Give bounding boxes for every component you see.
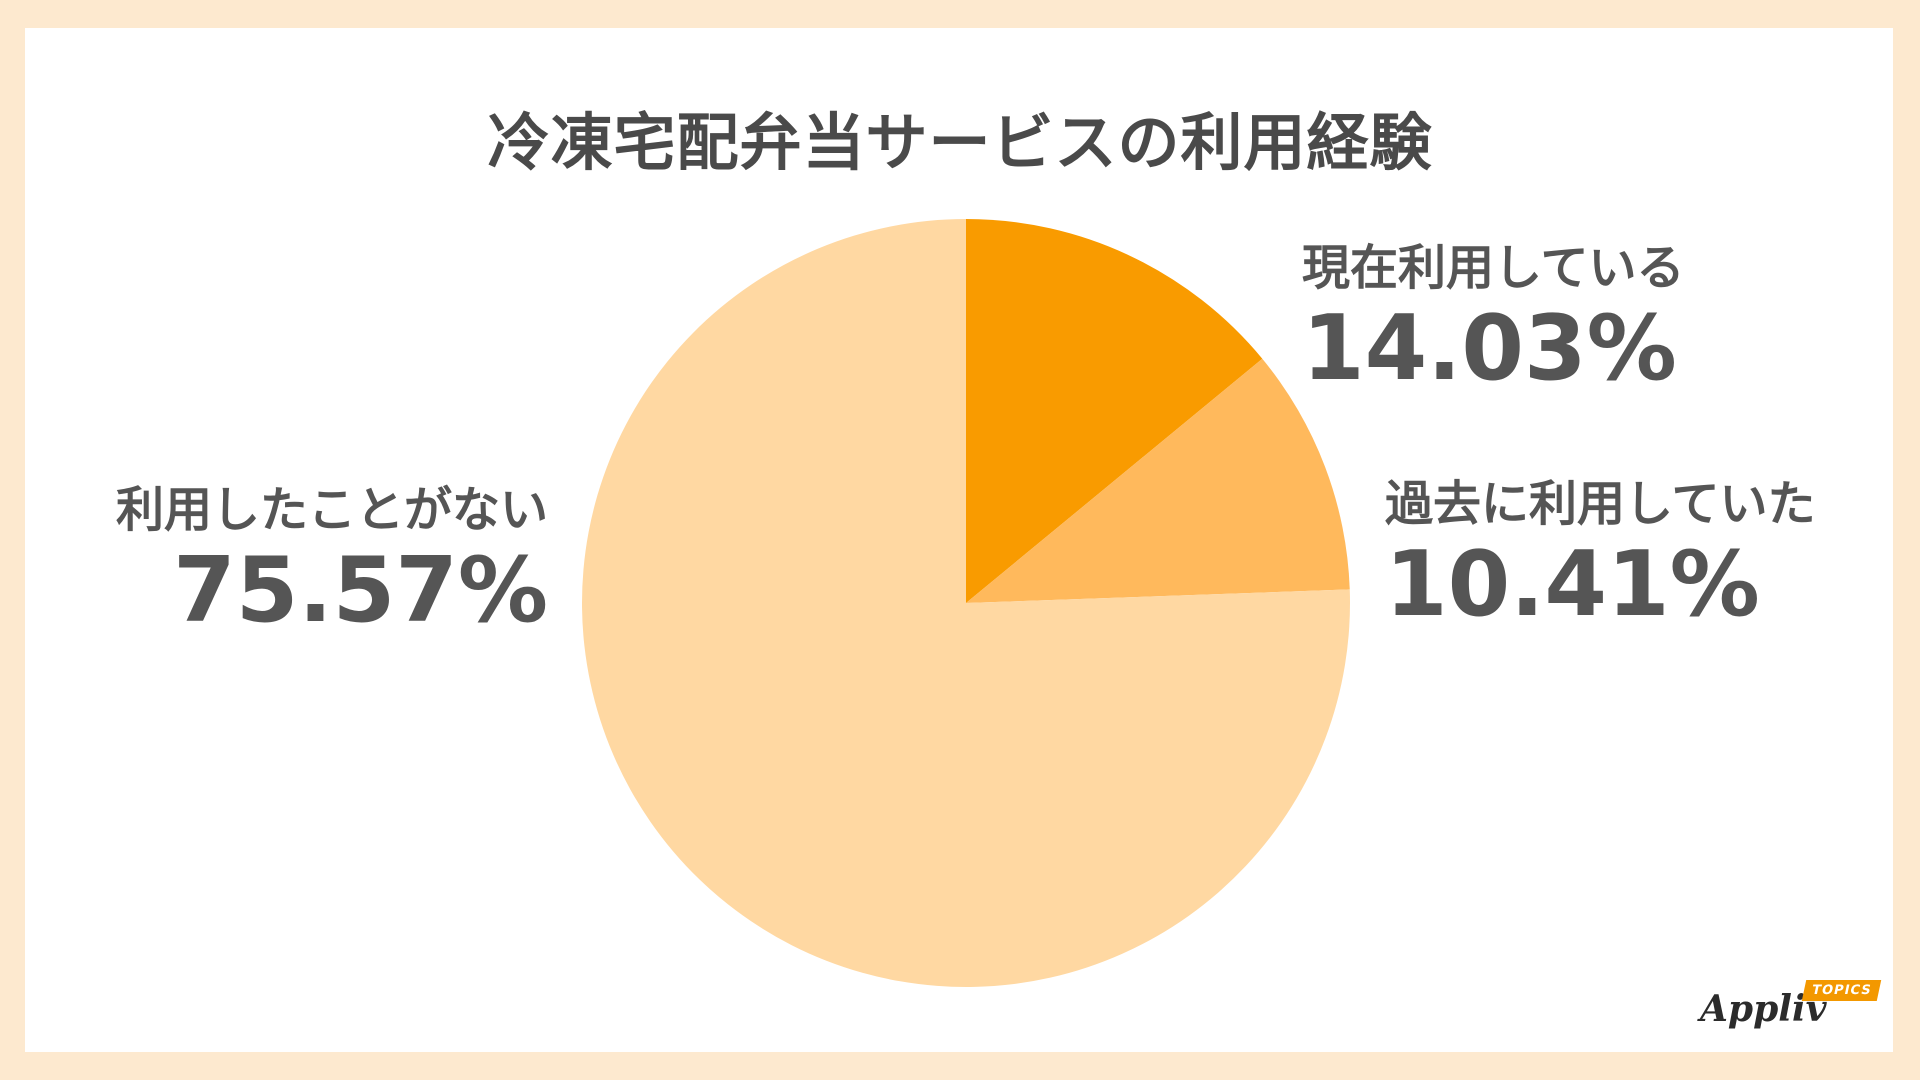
slice-label-current-users: 現在利用している 14.03% — [1302, 244, 1685, 394]
slice-label-past-users: 過去に利用していた 10.41% — [1385, 480, 1816, 630]
pie-slice-past-users — [966, 358, 1350, 603]
slice-label-name: 過去に利用していた — [1385, 476, 1816, 532]
slice-label-name: 現在利用している — [1302, 240, 1685, 296]
appliv-topics-logo: Appliv TOPICS — [1700, 980, 1882, 1036]
logo-tag: TOPICS — [1801, 980, 1882, 1001]
pie-slice-never-used — [582, 219, 1351, 987]
slice-label-name: 利用したことがない — [115, 482, 548, 538]
slice-label-value: 75.57% — [173, 538, 548, 643]
slice-label-value: 14.03% — [1302, 296, 1677, 401]
pie-slice-current-users — [966, 219, 1263, 603]
slice-label-never-used: 利用したことがない 75.57% — [116, 486, 548, 636]
slice-label-value: 10.41% — [1385, 532, 1760, 637]
chart-title: 冷凍宅配弁当サービスの利用経験 — [487, 106, 1433, 179]
